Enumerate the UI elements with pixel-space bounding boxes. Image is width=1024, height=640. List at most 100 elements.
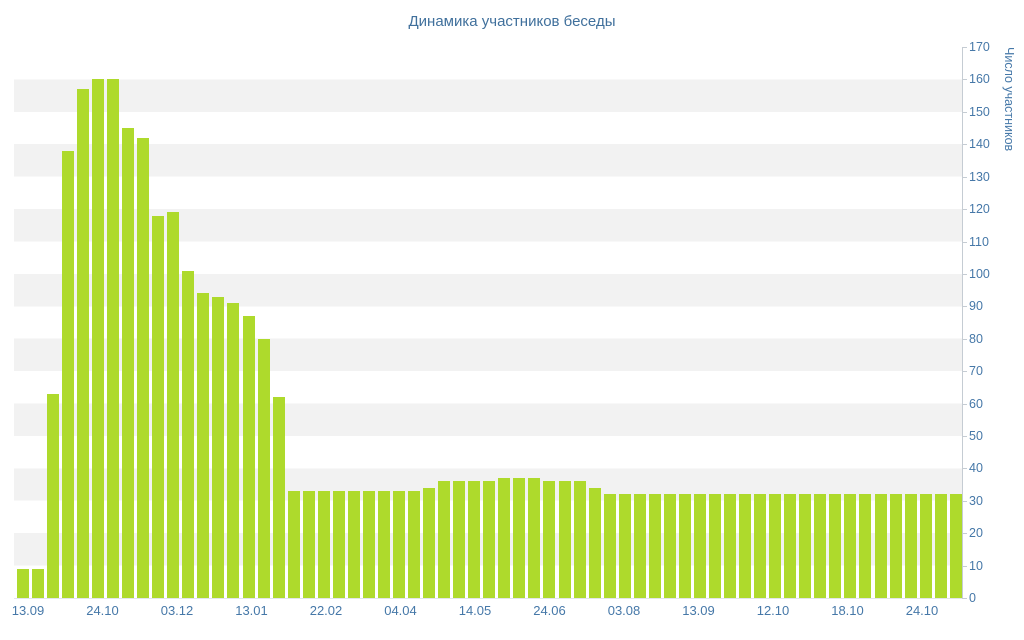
bar xyxy=(528,478,541,598)
bar xyxy=(332,491,345,598)
bar xyxy=(197,293,210,598)
y-tick-mark xyxy=(962,241,967,243)
bar xyxy=(272,397,285,598)
bar xyxy=(137,137,150,598)
x-tick-label: 14.05 xyxy=(458,603,492,618)
bar xyxy=(92,79,105,598)
y-tick-label: 20 xyxy=(969,526,983,541)
bar xyxy=(663,494,676,598)
y-tick-label: 100 xyxy=(969,266,990,281)
bar xyxy=(257,338,270,598)
bar xyxy=(799,494,812,598)
y-tick-mark xyxy=(962,371,967,373)
bar xyxy=(498,478,511,598)
y-tick-mark xyxy=(962,533,967,535)
bar xyxy=(212,296,225,598)
chart-title: Динамика участников беседы xyxy=(408,13,616,30)
bar xyxy=(814,494,827,598)
bar xyxy=(708,494,721,598)
y-tick-mark xyxy=(962,176,967,178)
bar xyxy=(934,494,947,598)
bar xyxy=(317,491,330,598)
y-tick-mark xyxy=(962,468,967,470)
bar xyxy=(678,494,691,598)
bar xyxy=(31,568,44,598)
bar xyxy=(558,481,571,598)
bar xyxy=(483,481,496,598)
bar xyxy=(859,494,872,598)
x-tick-label: 24.06 xyxy=(533,603,566,618)
y-tick-label: 10 xyxy=(969,558,983,573)
bar xyxy=(468,481,481,598)
bar xyxy=(769,494,782,598)
y-tick-label: 30 xyxy=(969,493,983,508)
bar xyxy=(573,481,586,598)
bar xyxy=(603,494,616,598)
bar xyxy=(61,150,74,598)
y-tick-label: 50 xyxy=(969,428,983,443)
bar xyxy=(904,494,917,598)
bar xyxy=(949,494,962,598)
x-tick-label: 12.10 xyxy=(756,603,790,618)
bar xyxy=(408,491,421,598)
y-tick-mark xyxy=(962,111,967,113)
y-tick-mark xyxy=(962,209,967,211)
x-tick-label: 24.10 xyxy=(905,603,939,618)
y-tick-mark xyxy=(962,338,967,340)
bar xyxy=(423,487,436,598)
bar xyxy=(347,491,360,598)
y-tick-label: 170 xyxy=(969,40,990,54)
bar xyxy=(754,494,767,598)
y-tick-label: 120 xyxy=(969,202,990,217)
y-tick-mark xyxy=(962,144,967,146)
y-tick-mark xyxy=(962,435,967,437)
x-tick-label: 04.04 xyxy=(384,603,417,618)
bar xyxy=(107,79,120,598)
y-tick-mark xyxy=(962,500,967,502)
bar xyxy=(844,494,857,598)
bar xyxy=(724,494,737,598)
plot-area xyxy=(14,47,963,599)
bar xyxy=(377,491,390,598)
y-tick-label: 40 xyxy=(969,461,983,476)
y-tick-label: 130 xyxy=(969,169,990,184)
bar xyxy=(633,494,646,598)
bar xyxy=(362,491,375,598)
y-tick-mark xyxy=(962,306,967,308)
bar xyxy=(874,494,887,598)
bar xyxy=(152,215,165,598)
x-tick-label: 03.12 xyxy=(160,603,194,618)
x-tick-label: 13.09 xyxy=(682,603,715,618)
y-tick-mark xyxy=(962,565,967,567)
y-tick-label: 80 xyxy=(969,331,983,346)
y-tick-label: 60 xyxy=(969,396,983,411)
bar xyxy=(46,393,59,598)
bar xyxy=(287,491,300,598)
x-tick-label: 24.10 xyxy=(86,603,119,618)
bar xyxy=(784,494,797,598)
y-tick-label: 110 xyxy=(969,234,989,249)
y-tick-label: 0 xyxy=(969,591,976,605)
bar xyxy=(16,568,29,598)
bar xyxy=(889,494,902,598)
bar xyxy=(302,491,315,598)
bar xyxy=(167,212,180,598)
y-tick-label: 70 xyxy=(969,364,983,379)
bar xyxy=(242,316,255,598)
y-axis-title: Число участников xyxy=(1002,47,1016,152)
bar xyxy=(588,487,601,598)
x-tick-label: 13.09 xyxy=(11,603,45,618)
y-tick-label: 90 xyxy=(969,299,983,314)
bar xyxy=(513,478,526,598)
bar xyxy=(392,491,405,598)
y-tick-label: 160 xyxy=(969,72,990,87)
y-tick-mark xyxy=(962,79,967,81)
y-tick-label: 140 xyxy=(969,137,990,152)
x-tick-label: 18.10 xyxy=(831,603,864,618)
bar xyxy=(453,481,466,598)
bar xyxy=(122,128,135,598)
bar xyxy=(648,494,661,598)
x-tick-label: 03.08 xyxy=(607,603,641,618)
y-tick-mark xyxy=(962,47,967,48)
